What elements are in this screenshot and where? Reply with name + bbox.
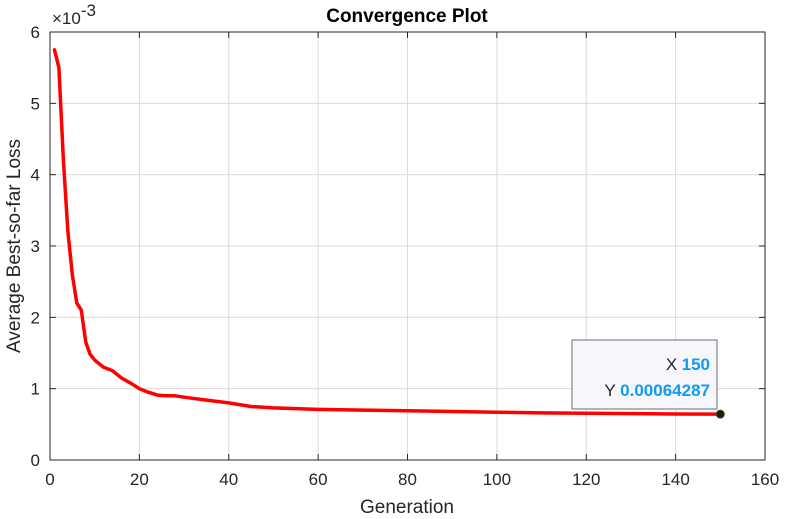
x-tick-label: 120 xyxy=(572,470,600,489)
data-tip-x-row: X 150 xyxy=(666,355,710,374)
x-axis-label: Generation xyxy=(360,497,454,518)
x-tick-label: 100 xyxy=(483,470,511,489)
data-tip[interactable]: X 150 Y 0.00064287 xyxy=(571,339,718,410)
y-exponent: ×10-3 xyxy=(52,1,96,28)
y-tick-label: 2 xyxy=(31,308,40,327)
y-exponent-base: ×10 xyxy=(52,9,81,28)
data-tip-marker[interactable] xyxy=(715,409,725,419)
series-line xyxy=(52,48,723,416)
y-axis-ticks: 0 1 2 3 4 5 6 xyxy=(31,23,765,470)
data-tip-y-value: 0.00064287 xyxy=(620,381,710,400)
y-tick-label: 0 xyxy=(31,451,40,470)
y-tick-label: 3 xyxy=(31,237,40,256)
y-tick-label: 6 xyxy=(31,23,40,42)
x-tick-label: 40 xyxy=(219,470,238,489)
series-layer xyxy=(52,48,725,419)
x-tick-label: 160 xyxy=(751,470,779,489)
y-tick-label: 5 xyxy=(31,94,40,113)
x-axis-ticks: 0 20 40 60 80 100 120 140 160 xyxy=(45,32,779,489)
x-tick-label: 0 xyxy=(45,470,54,489)
x-tick-label: 80 xyxy=(398,470,417,489)
y-tick-label: 1 xyxy=(31,380,40,399)
data-tip-y-key: Y xyxy=(604,381,615,400)
data-tip-y-row: Y 0.00064287 xyxy=(604,381,710,400)
y-exponent-power: -3 xyxy=(81,1,96,20)
data-tip-x-value: 150 xyxy=(682,355,710,374)
data-tip-box xyxy=(571,339,718,410)
x-tick-label: 140 xyxy=(661,470,689,489)
y-axis-label: Average Best-so-far Loss xyxy=(4,139,25,353)
x-tick-label: 60 xyxy=(309,470,328,489)
y-tick-label: 4 xyxy=(31,166,40,185)
chart-title: Convergence Plot xyxy=(326,6,488,27)
data-tip-x-key: X xyxy=(666,355,677,374)
x-tick-label: 20 xyxy=(130,470,149,489)
